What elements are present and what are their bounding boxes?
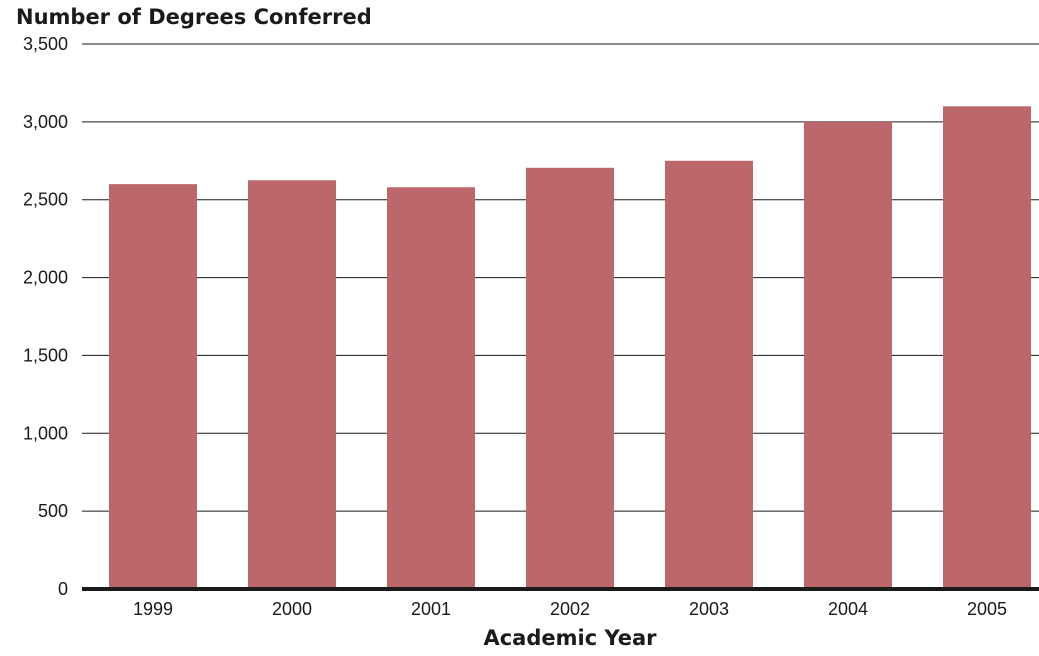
x-tick-label: 2005 [967,599,1007,619]
y-tick-label: 1,000 [23,423,68,443]
y-tick-label: 500 [38,501,68,521]
x-tick-label: 2000 [272,599,312,619]
x-tick-label: 2002 [550,599,590,619]
x-tick-label: 2001 [411,599,451,619]
bar-2003 [665,160,753,590]
chart-title: Number of Degrees Conferred [16,5,372,29]
y-tick-label: 2,000 [23,268,68,288]
x-tick-label: 2004 [828,599,868,619]
x-tick-label: 1999 [133,599,173,619]
y-tick-label: 2,500 [23,190,68,210]
y-axis-ticks: 0 500 1,000 1,500 2,000 2,500 3,000 3,500 [23,34,68,599]
bars [109,106,1031,590]
y-tick-label: 1,500 [23,345,68,365]
bar-2001 [387,187,475,589]
bar-2002 [526,167,614,590]
x-tick-label: 2003 [689,599,729,619]
y-tick-label: 3,500 [23,34,68,54]
bar-2000 [248,180,336,589]
y-tick-label: 3,000 [23,112,68,132]
bar-2004 [804,121,892,589]
bar-2005 [943,106,1031,590]
x-axis-ticks: 1999 2000 2001 2002 2003 2004 2005 [133,599,1007,619]
x-axis-label: Academic Year [483,626,657,650]
y-tick-label: 0 [58,579,68,599]
bar-1999 [109,184,197,589]
